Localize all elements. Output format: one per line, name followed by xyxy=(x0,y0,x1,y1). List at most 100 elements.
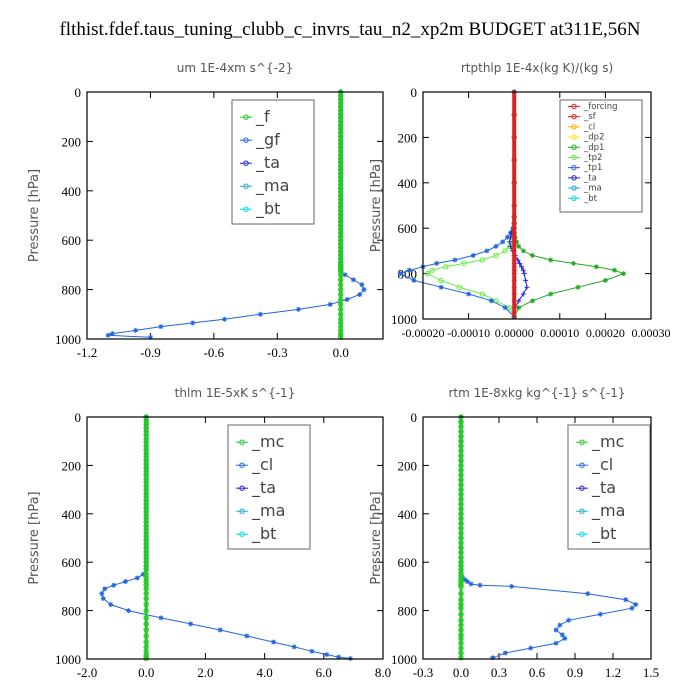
data-point xyxy=(559,632,565,638)
data-point xyxy=(143,552,149,558)
legend-marker xyxy=(571,113,577,120)
data-point xyxy=(458,563,464,569)
y-tick-label: 200 xyxy=(398,458,418,473)
data-point xyxy=(143,607,149,614)
data-point xyxy=(511,271,517,277)
data-point xyxy=(621,271,627,277)
data-point xyxy=(458,605,464,611)
legend-label: _ma xyxy=(583,184,602,194)
data-point xyxy=(397,271,403,277)
data-point xyxy=(143,601,149,608)
legend-label: _bt xyxy=(591,524,616,544)
data-point xyxy=(143,515,149,522)
x-tick-label: 8.0 xyxy=(375,665,391,680)
x-tick-label: -2.0 xyxy=(77,665,98,680)
data-point xyxy=(338,159,344,166)
data-point xyxy=(511,225,517,231)
data-point xyxy=(143,544,149,551)
data-point xyxy=(338,137,344,143)
data-point xyxy=(143,465,149,471)
legend-marker xyxy=(571,164,577,171)
data-point xyxy=(511,252,517,258)
data-point xyxy=(612,267,618,273)
data-point xyxy=(158,324,164,330)
data-point xyxy=(511,314,517,320)
data-point xyxy=(143,633,149,639)
data-point xyxy=(338,100,344,106)
legend-box xyxy=(231,99,315,225)
data-point xyxy=(295,306,301,312)
legend-label: _bt xyxy=(251,524,276,544)
data-point xyxy=(509,583,515,589)
data-point xyxy=(338,115,344,121)
data-point xyxy=(338,248,344,255)
series-tp2 xyxy=(424,89,517,320)
legend-label: _dp2 xyxy=(583,133,604,143)
legend-marker xyxy=(243,160,249,166)
x-tick-label: 0.00020 xyxy=(586,326,625,340)
data-point xyxy=(452,257,458,263)
data-point xyxy=(553,627,559,633)
data-point xyxy=(188,621,194,627)
legend-marker xyxy=(239,462,245,468)
y-tick-label: 1000 xyxy=(55,652,81,667)
legend-marker xyxy=(239,508,245,514)
legend-box xyxy=(567,424,651,550)
data-point xyxy=(338,107,344,114)
data-point xyxy=(524,284,530,290)
data-point xyxy=(338,291,344,298)
legend-label: _ma xyxy=(591,501,625,521)
y-tick-label: 0 xyxy=(75,410,82,425)
legend: _forcing_sf_cl_dp2_dp1_tp2_tp1_ta_ma_bt xyxy=(559,99,643,213)
legend-marker xyxy=(571,134,577,140)
legend-label: _cl xyxy=(583,122,595,132)
data-point xyxy=(338,252,344,258)
data-point xyxy=(462,577,468,583)
data-point xyxy=(361,287,367,293)
legend-marker xyxy=(243,137,249,143)
data-point xyxy=(338,332,344,338)
data-point xyxy=(309,648,315,654)
data-point xyxy=(143,627,149,633)
y-tick-label: 800 xyxy=(398,267,418,282)
legend-marker xyxy=(571,154,577,161)
data-point xyxy=(516,305,522,311)
data-point xyxy=(143,450,149,456)
data-point xyxy=(338,301,344,308)
data-point xyxy=(511,248,517,254)
data-point xyxy=(338,244,344,251)
data-point xyxy=(338,311,344,317)
x-tick-label: 0.9 xyxy=(567,665,583,680)
series-line xyxy=(101,417,351,659)
data-point xyxy=(143,648,149,654)
data-point xyxy=(143,534,149,540)
data-point xyxy=(143,421,149,427)
y-axis-label: Pressure [hPa] xyxy=(27,491,42,584)
y-tick-label: 1000 xyxy=(391,652,417,667)
data-point xyxy=(338,141,344,147)
data-point xyxy=(443,264,449,270)
data-point xyxy=(511,230,517,236)
panel-title: rtpthlp 1E-4x(kg K)/(kg s) xyxy=(461,61,613,75)
data-point xyxy=(458,583,464,590)
panel-2: rtpthlp 1E-4x(kg K)/(kg s) Pressure [hPa]… xyxy=(369,61,671,340)
legend-label: _tp1 xyxy=(583,163,602,173)
data-point xyxy=(143,571,149,577)
x-tick-label: -0.9 xyxy=(140,345,161,360)
plot-frame xyxy=(86,91,384,340)
data-point xyxy=(338,327,344,334)
data-point xyxy=(338,163,344,169)
legend-label: _ta xyxy=(251,478,276,498)
data-point xyxy=(338,226,344,232)
data-point xyxy=(566,617,572,623)
legend-label: _cl xyxy=(251,455,273,475)
data-point xyxy=(143,505,149,511)
data-point xyxy=(411,277,417,283)
y-tick-label: 600 xyxy=(398,221,418,236)
data-point xyxy=(338,193,344,199)
data-point xyxy=(456,284,463,290)
y-tick-label: 800 xyxy=(62,283,82,298)
data-point xyxy=(244,633,250,639)
data-point xyxy=(338,167,344,173)
data-point xyxy=(511,277,517,283)
